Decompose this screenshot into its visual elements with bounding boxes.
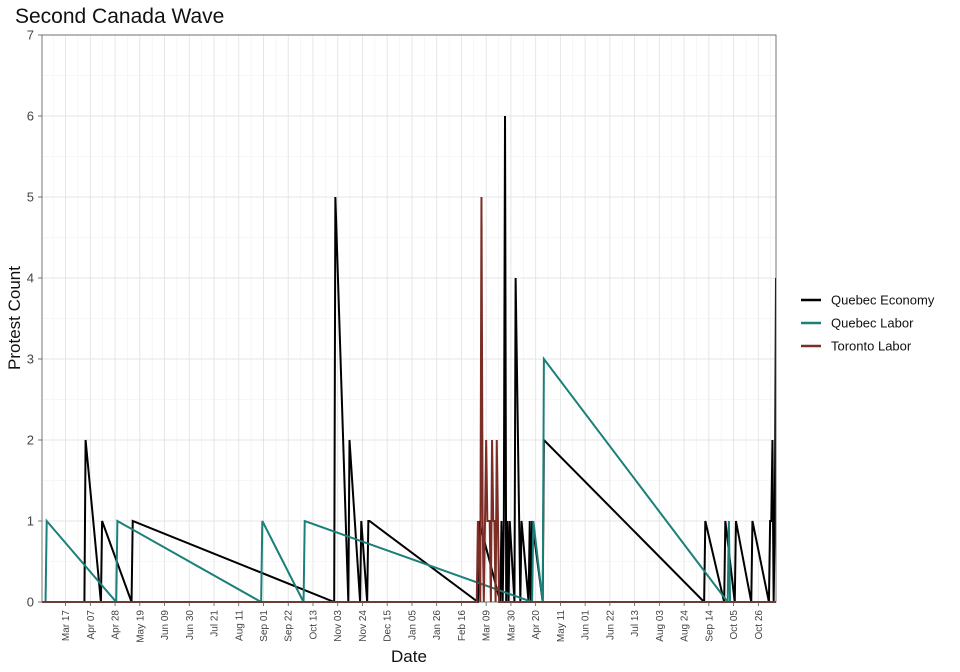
x-tick-label: Jun 22	[605, 610, 616, 640]
legend-label: Toronto Labor	[831, 339, 912, 354]
panel-border	[41, 34, 777, 603]
series-layer	[42, 115, 776, 603]
y-axis: 0 1 2 3 4 5 6 7	[27, 28, 42, 610]
x-tick-label: Jul 21	[210, 610, 221, 637]
y-tick-label: 0	[27, 595, 34, 610]
chart-title: Second Canada Wave	[15, 5, 224, 28]
x-tick-label: Mar 17	[61, 610, 72, 642]
x-tick-label: Jan 05	[407, 610, 418, 640]
y-tick-label: 3	[27, 352, 34, 367]
x-tick-label: Jun 30	[185, 610, 196, 640]
x-axis: Mar 17 Apr 07 Apr 28 May 19 Jun 09 Jun 30 Jul …	[61, 602, 765, 643]
y-tick-label: 7	[27, 28, 34, 43]
y-tick-label: 4	[27, 271, 34, 286]
series-line-quebec-labor	[42, 356, 776, 603]
x-tick-label: Dec 15	[383, 610, 394, 642]
legend: Quebec Economy Quebec Labor Toronto Labor	[801, 293, 935, 354]
x-tick-label: Apr 07	[86, 610, 97, 640]
x-tick-label: May 19	[135, 610, 146, 643]
legend-label: Quebec Labor	[831, 316, 914, 331]
x-axis-title: Date	[391, 647, 427, 666]
x-tick-label: Aug 24	[680, 610, 691, 642]
x-tick-label: Oct 13	[308, 610, 319, 640]
x-tick-label: Jun 09	[160, 610, 171, 640]
y-tick-label: 2	[27, 433, 34, 448]
series-line-quebec-economy	[42, 115, 776, 603]
series-line-toronto-labor	[42, 196, 776, 603]
x-tick-label: Jul 13	[630, 610, 641, 637]
x-tick-label: Feb 16	[457, 610, 468, 642]
x-tick-label: Nov 24	[358, 610, 369, 642]
y-tick-label: 6	[27, 109, 34, 124]
x-tick-label: Nov 03	[333, 610, 344, 642]
x-tick-label: Apr 28	[111, 610, 122, 640]
y-axis-title: Protest Count	[5, 266, 24, 370]
x-tick-label: Jun 01	[581, 610, 592, 640]
x-tick-label: Jan 26	[432, 610, 443, 640]
x-tick-label: Sep 14	[704, 610, 715, 642]
x-tick-label: Oct 05	[729, 610, 740, 640]
x-tick-label: Oct 26	[754, 610, 765, 640]
x-tick-label: Mar 09	[482, 610, 493, 642]
y-tick-label: 1	[27, 514, 34, 529]
x-tick-label: Mar 30	[506, 610, 517, 642]
x-tick-label: Aug 03	[655, 610, 666, 642]
x-tick-label: Sep 01	[259, 610, 270, 642]
x-tick-label: May 11	[556, 610, 567, 642]
x-tick-label: Aug 11	[234, 610, 245, 641]
x-tick-label: Sep 22	[284, 610, 295, 642]
x-tick-label: Apr 20	[531, 610, 542, 640]
y-tick-label: 5	[27, 190, 34, 205]
legend-label: Quebec Economy	[831, 293, 935, 308]
